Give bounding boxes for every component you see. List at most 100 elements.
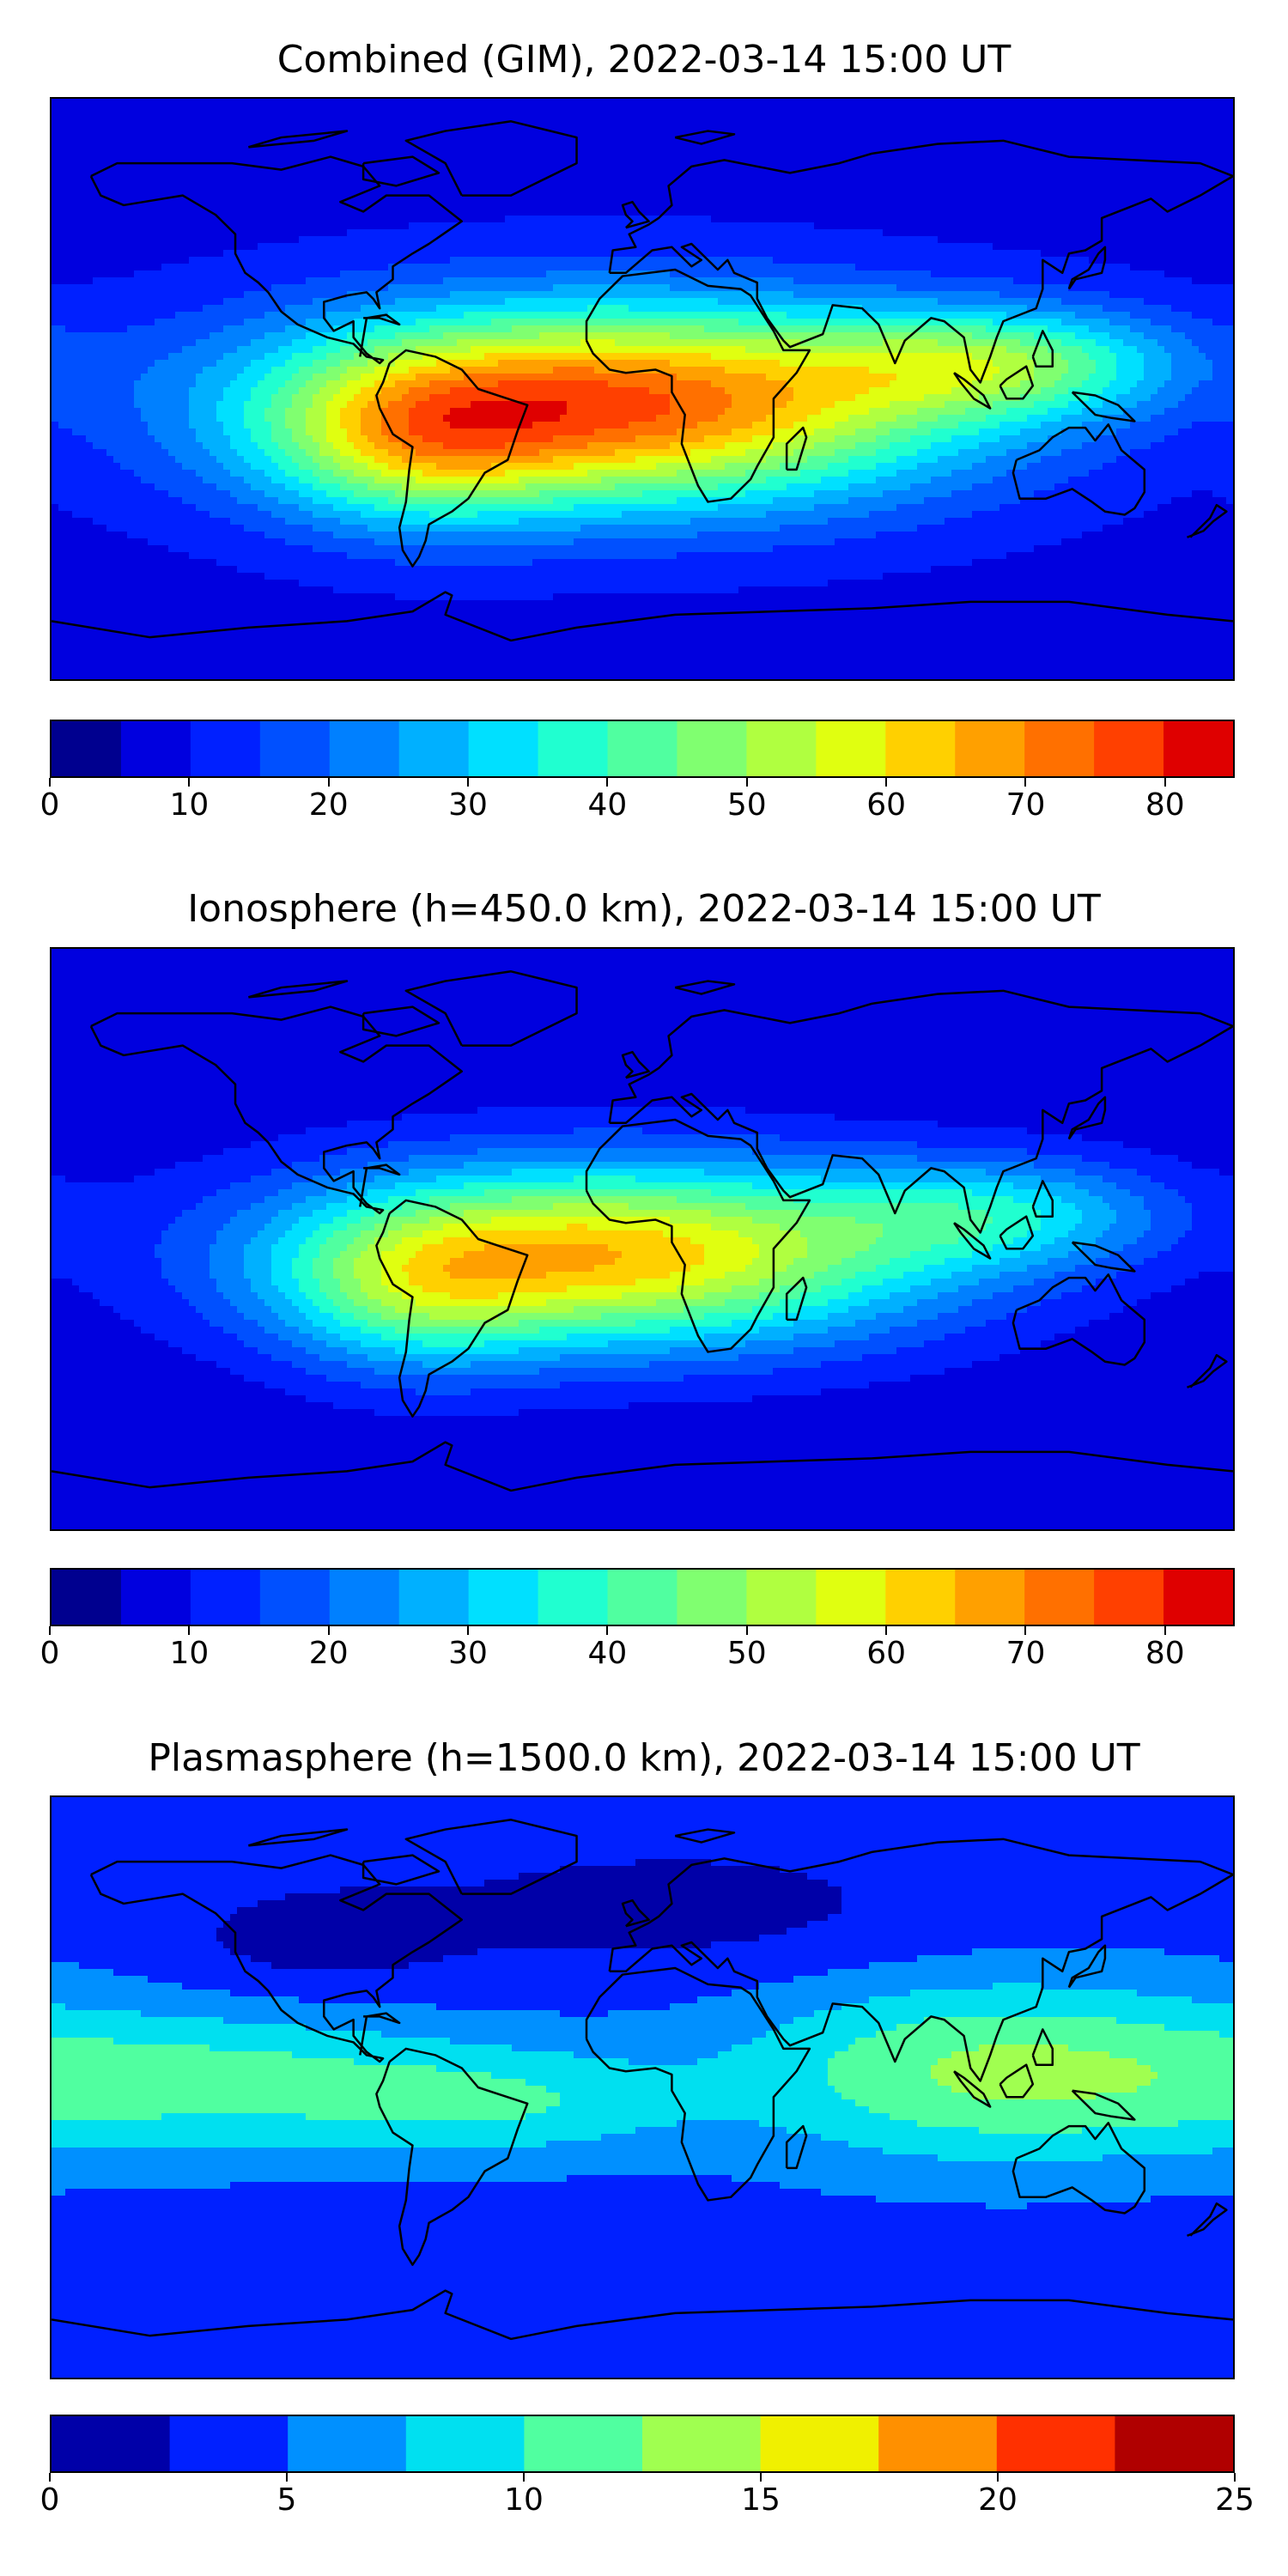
colorbar-swatch (760, 2416, 879, 2471)
coastline (1067, 1944, 1107, 1989)
colorbar-tick (1163, 778, 1166, 787)
coastline (404, 1819, 578, 1895)
colorbar-tick (745, 1626, 748, 1635)
colorbar-swatch (955, 721, 1025, 776)
panel-title: Plasmasphere (h=1500.0 km), 2022-03-14 1… (52, 1736, 1236, 1781)
coastline (359, 313, 401, 357)
coastline (585, 268, 811, 503)
coastline (785, 2124, 808, 2170)
coastline (1187, 2202, 1228, 2237)
contour-field (52, 949, 1233, 1529)
colorbar-tick (760, 2473, 762, 2482)
colorbar-tick (188, 778, 191, 787)
colorbar-swatch (398, 1570, 470, 1625)
coastline (52, 2289, 1233, 2341)
colorbar-swatch (190, 1570, 261, 1625)
colorbar-swatch (642, 2416, 762, 2471)
colorbar-tick-label: 5 (277, 2483, 297, 2518)
coastline (999, 365, 1035, 400)
coastline (1067, 1096, 1107, 1140)
colorbar (50, 2415, 1235, 2473)
colorbar-swatch (468, 721, 539, 776)
map-frame (50, 97, 1235, 681)
colorbar-tick-label: 20 (309, 1637, 349, 1671)
colorbar-swatch (398, 721, 470, 776)
coastline (404, 120, 578, 197)
colorbar-swatch (120, 721, 191, 776)
colorbar-tick (745, 778, 748, 787)
panel-title: Combined (GIM), 2022-03-14 15:00 UT (52, 38, 1236, 82)
colorbar-tick (49, 778, 51, 787)
colorbar-swatch (746, 721, 817, 776)
contour-field (52, 99, 1233, 679)
map-frame (50, 947, 1235, 1531)
colorbar-swatch (1163, 1570, 1233, 1625)
colorbar-swatch (524, 2416, 643, 2471)
colorbar-tick-label: 30 (448, 788, 488, 823)
colorbar-swatch (677, 721, 747, 776)
colorbar-swatch (816, 721, 886, 776)
colorbar-tick (885, 778, 888, 787)
coastline (361, 155, 440, 187)
contour-field (52, 1797, 1233, 2378)
colorbar-tick (885, 1626, 888, 1635)
coastline (585, 1966, 811, 2202)
colorbar-tick-label: 70 (1006, 788, 1046, 823)
coastline (1031, 330, 1054, 368)
colorbar-tick (467, 1626, 470, 1635)
colorbar-tick-label: 10 (169, 788, 209, 823)
colorbar-tick (1163, 1626, 1166, 1635)
coastline (608, 139, 1233, 384)
colorbar-swatch (746, 1570, 817, 1625)
coastline (608, 1838, 1233, 2082)
coastline (953, 1222, 992, 1260)
coastline (247, 980, 349, 999)
colorbar-swatch (259, 721, 331, 776)
colorbar-tick (1024, 1626, 1027, 1635)
colorbar-swatches (52, 721, 1233, 776)
colorbar-tick-label: 30 (448, 1637, 488, 1671)
coastline (953, 372, 992, 410)
coastline (585, 1118, 811, 1353)
colorbar-swatch (329, 1570, 400, 1625)
colorbar-swatches (52, 1570, 1233, 1625)
coastline (361, 1005, 440, 1037)
coastline (999, 2063, 1035, 2099)
colorbar-tick-label: 50 (727, 1637, 767, 1671)
colorbar-swatches (52, 2416, 1233, 2471)
colorbar-swatch (538, 721, 609, 776)
colorbar-swatch (169, 2416, 289, 2471)
coastline (608, 989, 1233, 1234)
colorbar-swatch (468, 1570, 539, 1625)
colorbar-tick-label: 60 (866, 1637, 906, 1671)
colorbar-tick (1024, 778, 1027, 787)
colorbar-tick (49, 1626, 51, 1635)
colorbar-tick-label: 0 (40, 2483, 60, 2518)
colorbar-tick (467, 778, 470, 787)
coastline (404, 970, 578, 1047)
colorbar-tick-label: 25 (1215, 2483, 1255, 2518)
colorbar-tick-label: 40 (588, 1637, 628, 1671)
coastline (89, 1854, 464, 2063)
colorbar-swatch (538, 1570, 609, 1625)
coastline (674, 980, 736, 995)
coastline (1187, 1353, 1228, 1388)
coastline (52, 1441, 1233, 1492)
colorbar-tick (606, 778, 609, 787)
colorbar-tick-label: 10 (504, 2483, 544, 2518)
coastline (674, 1828, 736, 1844)
colorbar-tick-label: 10 (169, 1637, 209, 1671)
colorbar-tick-label: 40 (588, 788, 628, 823)
coastline (1071, 1241, 1136, 1273)
coastline (359, 1163, 401, 1207)
colorbar-tick-label: 0 (40, 788, 60, 823)
colorbar-tick-label: 70 (1006, 1637, 1046, 1671)
colorbar-tick (523, 2473, 525, 2482)
colorbar-tick-label: 20 (978, 2483, 1018, 2518)
coastlines (52, 1819, 1233, 2341)
colorbar-tick (327, 1626, 330, 1635)
coastline (1012, 2122, 1146, 2215)
colorbar-tick (1234, 2473, 1236, 2482)
coastline (1012, 423, 1146, 516)
colorbar-swatch (405, 2416, 525, 2471)
